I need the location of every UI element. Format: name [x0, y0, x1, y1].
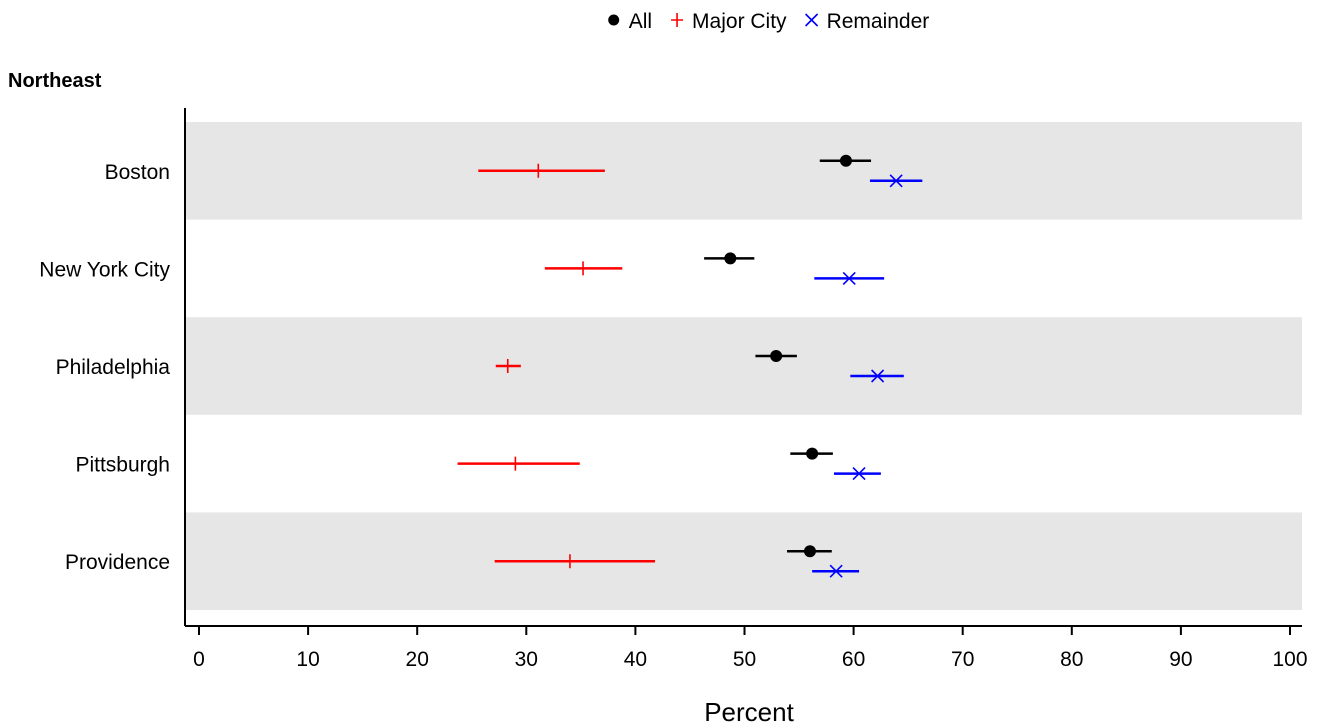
point-marker [577, 261, 590, 276]
x-tick-label: 40 [624, 648, 647, 671]
x-axis-title: Percent [704, 697, 794, 727]
category-label: Providence [65, 551, 170, 574]
x-tick-label: 60 [842, 648, 865, 671]
row-band [186, 122, 1302, 220]
point-marker [871, 369, 885, 383]
category-label: Philadelphia [56, 356, 171, 379]
point-marker [563, 554, 576, 569]
legend-symbol [805, 13, 819, 27]
legend: All Major City Remainder [608, 10, 929, 33]
data-marks [457, 154, 923, 578]
point-marker [889, 174, 903, 188]
point-marker [803, 545, 816, 558]
x-tick-label: 30 [515, 648, 538, 671]
legend-symbol [608, 14, 620, 26]
row-band [186, 317, 1302, 415]
legend-symbol [671, 13, 684, 27]
row-band [186, 512, 1302, 610]
point-marker [852, 467, 866, 481]
point-marker [501, 359, 514, 373]
category-label: Boston [105, 161, 170, 184]
point-marker [509, 456, 522, 471]
x-tick-label: 90 [1169, 648, 1192, 671]
point-marker [842, 271, 856, 285]
point-marker [839, 154, 852, 167]
panel-title: Northeast [8, 70, 102, 92]
x-tick-label: 10 [296, 648, 319, 671]
legend-label: Major City [692, 10, 787, 33]
point-marker [806, 447, 819, 460]
legend-label: Remainder [827, 10, 930, 33]
x-axis-ticks: 0 10 20 30 40 50 60 70 80 90 100 [193, 626, 1308, 671]
row-bands [186, 122, 1302, 610]
x-tick-label: 80 [1060, 648, 1083, 671]
category-label: Pittsburgh [75, 454, 170, 477]
point-marker [724, 252, 737, 265]
x-tick-label: 50 [733, 648, 756, 671]
x-tick-label: 0 [193, 648, 205, 671]
legend-label: All [629, 10, 652, 33]
category-label: New York City [39, 258, 170, 281]
y-axis-labels: Boston New York City Philadelphia Pittsburg… [39, 161, 170, 574]
point-marker [770, 350, 783, 362]
x-tick-label: 20 [406, 648, 429, 671]
point-marker [829, 564, 843, 578]
x-tick-label: 100 [1272, 648, 1307, 671]
point-marker [532, 163, 545, 178]
x-tick-label: 70 [951, 648, 974, 671]
